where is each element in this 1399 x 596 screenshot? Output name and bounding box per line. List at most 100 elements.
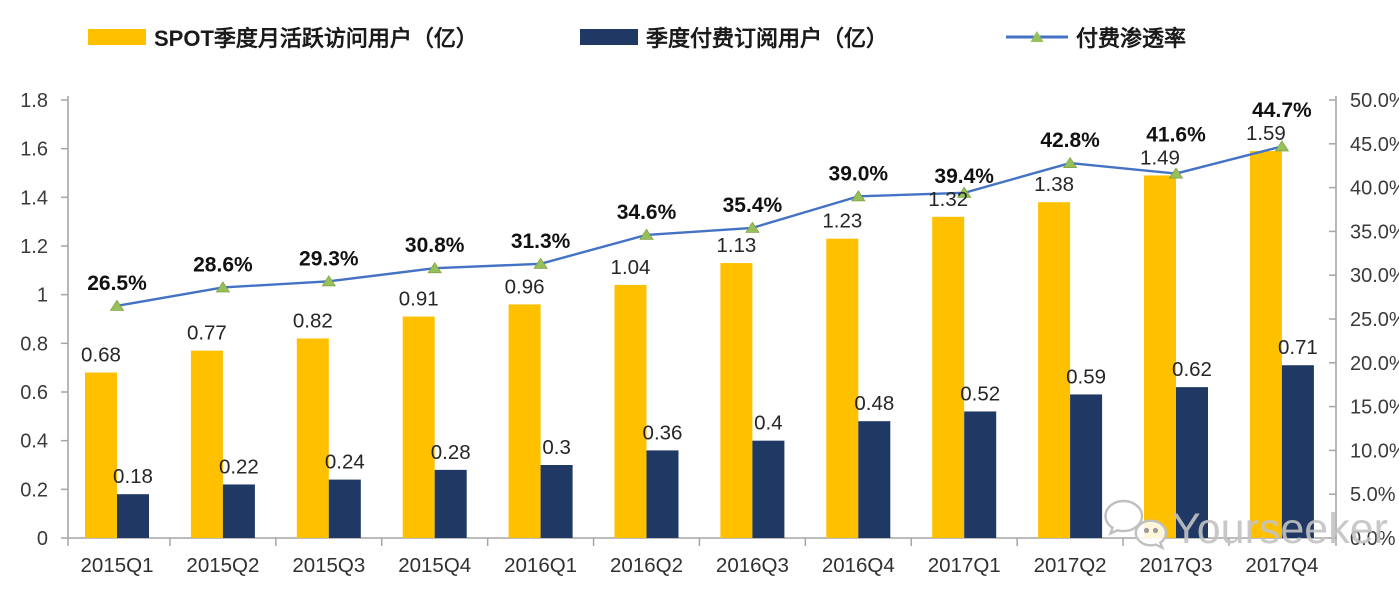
penetration-label-2016Q3: 35.4%	[723, 194, 783, 217]
left-axis-tick-label: 1.6	[20, 139, 48, 161]
right-axis-tick-label: 45.0%	[1350, 134, 1399, 156]
penetration-marker-2017Q1	[956, 186, 972, 198]
penetration-label-2015Q2: 28.6%	[193, 253, 253, 276]
mau-value-label-2017Q4: 1.59	[1246, 122, 1286, 145]
bar-mau-2016Q4	[826, 238, 859, 538]
bar-paid-2017Q2	[1070, 394, 1103, 538]
right-axis-tick-label: 40.0%	[1350, 178, 1399, 200]
paid-value-label-2015Q2: 0.22	[219, 455, 259, 478]
bar-paid-2017Q3	[1176, 387, 1208, 538]
bar-mau-2017Q1	[932, 216, 965, 539]
mau-value-label-2017Q2: 1.38	[1034, 173, 1074, 196]
penetration-label-2016Q4: 39.0%	[829, 162, 889, 185]
penetration-label-2015Q4: 30.8%	[405, 234, 465, 257]
legend-item-penetration: 付费渗透率	[1006, 21, 1186, 53]
right-axis-tick-label: 10.0%	[1350, 440, 1399, 462]
penetration-marker-2016Q3	[745, 221, 760, 233]
paid-value-label-2016Q4: 0.48	[854, 392, 894, 415]
penetration-label-2017Q2: 42.8%	[1040, 129, 1100, 152]
penetration-marker-2015Q3	[321, 275, 337, 287]
penetration-marker-2016Q2	[639, 228, 654, 240]
mau-value-label-2015Q4: 0.91	[399, 288, 439, 311]
bar-paid-2015Q1	[117, 494, 149, 538]
bar-mau-2015Q4	[402, 316, 435, 538]
x-axis-label-2015Q1: 2015Q1	[81, 554, 154, 577]
left-axis-tick-label: 0.4	[20, 431, 48, 453]
paid-value-label-2016Q1: 0.3	[542, 436, 571, 459]
bar-mau-2015Q1	[85, 372, 117, 538]
paid-value-label-2016Q3: 0.4	[754, 412, 783, 435]
mau-value-label-2015Q1: 0.68	[81, 344, 121, 367]
bar-mau-2017Q2	[1038, 202, 1071, 538]
bar-mau-2016Q1	[508, 304, 541, 538]
paid-value-label-2015Q4: 0.28	[431, 441, 471, 464]
bar-mau-2016Q2	[614, 284, 647, 538]
right-axis-tick-label: 15.0%	[1350, 397, 1399, 419]
bar-paid-2017Q1	[964, 411, 997, 538]
left-axis-tick-label: 1.4	[20, 187, 48, 209]
mau-value-label-2016Q3: 1.13	[716, 234, 756, 257]
x-axis-label-2017Q4: 2017Q4	[1245, 554, 1318, 577]
left-axis-tick-label: 0	[37, 528, 48, 550]
paid-value-label-2016Q2: 0.36	[643, 421, 683, 444]
bar-paid-2017Q4	[1281, 365, 1314, 538]
mau-value-label-2017Q1: 1.32	[928, 188, 968, 211]
x-axis-label-2017Q3: 2017Q3	[1140, 554, 1213, 577]
paid-value-label-2017Q4: 0.71	[1278, 336, 1318, 359]
legend: SPOT季度月活跃访问用户（亿） 季度付费订阅用户（亿） 付费渗透率	[0, 0, 1399, 62]
x-axis-label-2015Q2: 2015Q2	[186, 554, 259, 577]
mau-value-label-2016Q4: 1.23	[822, 210, 862, 233]
right-axis-tick-label: 5.0%	[1350, 484, 1396, 506]
penetration-label-2017Q4: 44.7%	[1252, 99, 1312, 122]
paid-value-label-2017Q3: 0.62	[1172, 358, 1212, 381]
right-axis-tick-label: 25.0%	[1350, 309, 1399, 331]
penetration-label-2016Q1: 31.3%	[511, 230, 571, 253]
bar-paid-2016Q4	[858, 421, 891, 538]
penetration-legend-label: 付费渗透率	[1076, 26, 1187, 51]
penetration-marker-2015Q2	[215, 281, 231, 293]
x-axis-label-2016Q3: 2016Q3	[716, 554, 789, 577]
legend-item-mau: SPOT季度月活跃访问用户（亿）	[88, 21, 478, 53]
bar-mau-2017Q4	[1249, 151, 1282, 538]
bar-mau-2015Q2	[190, 350, 223, 538]
paid-legend-label: 季度付费订阅用户（亿）	[646, 26, 889, 51]
penetration-line	[116, 145, 1283, 308]
penetration-marker-2015Q1	[109, 299, 125, 311]
x-axis-label-2016Q2: 2016Q2	[610, 554, 683, 577]
right-axis-tick-label: 50.0%	[1350, 90, 1399, 112]
left-axis-tick-label: 1.2	[20, 236, 48, 258]
right-axis-tick-label: 0.0%	[1350, 528, 1396, 550]
legend-item-paid: 季度付费订阅用户（亿）	[580, 21, 888, 53]
mau-value-label-2016Q2: 1.04	[611, 256, 651, 279]
bar-paid-2016Q2	[646, 450, 679, 538]
x-axis-label-2017Q1: 2017Q1	[928, 554, 1001, 577]
line-legend-swatch	[1006, 31, 1068, 42]
bar-mau-2015Q3	[296, 338, 329, 538]
penetration-marker-2017Q2	[1062, 156, 1078, 168]
penetration-label-2016Q2: 34.6%	[617, 201, 677, 224]
bar-paid-2015Q3	[328, 479, 361, 538]
bar-paid-2016Q1	[540, 465, 573, 538]
right-axis-tick-label: 30.0%	[1350, 265, 1399, 287]
bar-paid-2016Q3	[752, 440, 785, 538]
right-axis-tick-label: 20.0%	[1350, 353, 1399, 375]
mau-value-label-2016Q1: 0.96	[505, 275, 545, 298]
left-axis-tick-label: 0.2	[20, 479, 48, 501]
penetration-label-2015Q1: 26.5%	[87, 272, 147, 295]
mau-value-label-2015Q3: 0.82	[293, 309, 333, 332]
penetration-marker-2017Q3	[1168, 167, 1184, 179]
penetration-label-2017Q1: 39.4%	[934, 165, 994, 188]
penetration-marker-2016Q1	[533, 257, 548, 269]
left-axis-tick-label: 0.8	[20, 333, 48, 355]
bar-mau-2016Q3	[720, 263, 753, 538]
bar-paid-2015Q2	[222, 484, 255, 538]
paid-legend-swatch	[580, 29, 638, 45]
penetration-marker-2016Q4	[851, 190, 866, 202]
mau-value-label-2015Q2: 0.77	[187, 322, 227, 345]
x-axis-label-2017Q2: 2017Q2	[1034, 554, 1107, 577]
bar-paid-2015Q4	[434, 469, 467, 538]
mau-value-label-2017Q3: 1.49	[1140, 146, 1180, 169]
x-axis-label-2015Q3: 2015Q3	[292, 554, 365, 577]
